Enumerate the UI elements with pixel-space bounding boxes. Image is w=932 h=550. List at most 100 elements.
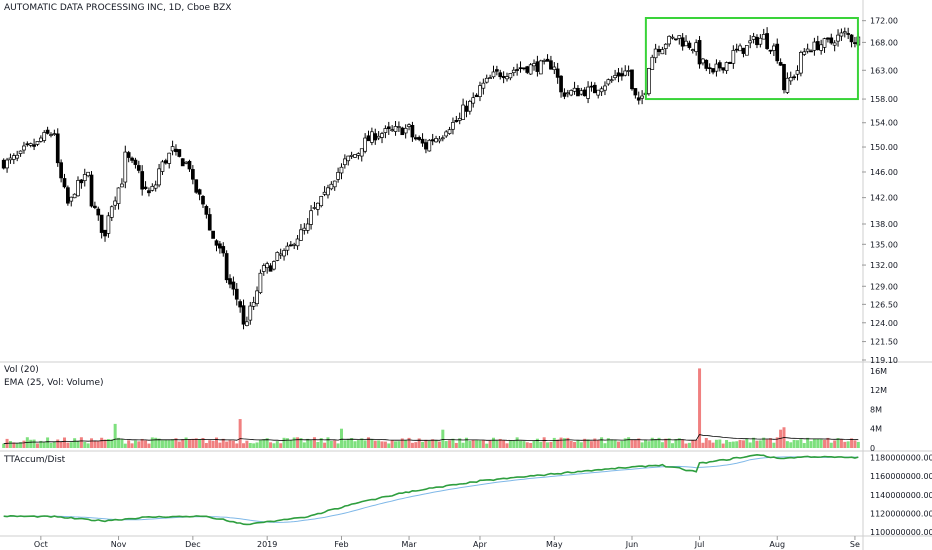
- volume-bar: [454, 442, 458, 448]
- volume-bar: [576, 440, 580, 448]
- volume-bar: [853, 440, 857, 448]
- candle-body: [59, 162, 63, 179]
- candle-body: [738, 45, 742, 52]
- volume-bar: [424, 439, 428, 448]
- volume-bar: [235, 443, 239, 448]
- candle-body: [8, 157, 13, 161]
- volume-bar: [812, 438, 816, 448]
- volume-bar: [515, 437, 519, 448]
- volume-bar: [262, 439, 266, 448]
- candle-body: [721, 67, 726, 71]
- volume-bar: [356, 440, 360, 448]
- price-tick-label: 168.00: [870, 38, 898, 47]
- candle-body: [761, 34, 766, 40]
- volume-bar: [421, 441, 425, 448]
- candle-body: [633, 88, 638, 96]
- volume-bar: [56, 439, 60, 448]
- volume-tick-label: 4M: [870, 425, 882, 434]
- candle-body: [734, 48, 739, 51]
- volume-bar: [542, 437, 546, 448]
- candle-body: [505, 76, 509, 80]
- candle-body: [555, 68, 560, 78]
- candle-body: [278, 253, 283, 256]
- volume-bar: [522, 441, 526, 448]
- volume-bar: [275, 441, 279, 448]
- volume-bar: [745, 438, 749, 448]
- volume-bar: [46, 437, 50, 448]
- candle-body: [305, 223, 310, 231]
- volume-bar: [147, 443, 151, 448]
- volume-bar: [640, 442, 644, 448]
- volume-bar: [160, 440, 164, 448]
- accum-pane-title: TTAccum/Dist: [4, 455, 66, 465]
- volume-bar: [242, 443, 246, 448]
- volume-bar: [299, 438, 303, 448]
- candle-body: [231, 281, 236, 290]
- volume-bar: [826, 437, 830, 448]
- volume-bar: [167, 440, 171, 448]
- candle-body: [545, 58, 550, 62]
- candle-body: [326, 187, 330, 196]
- candle-body: [768, 49, 773, 52]
- volume-bar: [823, 439, 827, 448]
- candle-body: [282, 250, 286, 257]
- volume-bar: [144, 440, 148, 448]
- candle-body: [234, 288, 239, 300]
- candle-body: [805, 48, 810, 52]
- volume-bar: [512, 440, 516, 448]
- price-tick-label: 158.00: [870, 95, 898, 104]
- candle-body: [285, 245, 290, 251]
- candle-body: [211, 230, 215, 239]
- candle-body: [42, 132, 47, 141]
- volume-bar: [410, 442, 414, 448]
- candle-body: [528, 64, 533, 75]
- candle-body: [248, 305, 253, 321]
- candle-body: [815, 41, 820, 50]
- candle-body: [32, 144, 36, 147]
- candle-body: [383, 128, 388, 133]
- volume-bar: [681, 439, 685, 448]
- volume-bar: [22, 440, 26, 448]
- candle-body: [11, 155, 16, 160]
- volume-bar: [566, 437, 570, 448]
- volume-bar: [69, 442, 73, 448]
- candle-body: [812, 41, 817, 51]
- volume-bar: [765, 439, 769, 448]
- volume-bar: [83, 441, 87, 448]
- candle-body: [72, 193, 77, 199]
- volume-bar: [414, 442, 418, 448]
- candle-body: [319, 196, 324, 207]
- volume-bar: [620, 440, 624, 448]
- candle-body: [701, 58, 705, 64]
- volume-bar: [73, 438, 77, 448]
- candle-body: [488, 77, 492, 79]
- volume-bar: [502, 440, 506, 448]
- volume-bar: [19, 442, 23, 448]
- volume-bar: [194, 438, 198, 448]
- candle-body: [221, 246, 226, 254]
- volume-bar: [333, 440, 337, 448]
- volume-tick-label: 16M: [870, 367, 887, 376]
- volume-bar: [586, 439, 590, 448]
- volume-bar: [718, 439, 722, 448]
- candle-body: [650, 56, 655, 70]
- volume-bar: [292, 437, 296, 448]
- candle-body: [400, 127, 405, 136]
- candle-body: [826, 37, 830, 40]
- volume-bar: [397, 441, 401, 448]
- volume-bar: [498, 438, 502, 448]
- volume-bar: [600, 437, 604, 448]
- time-tick-label: Apr: [473, 540, 488, 549]
- volume-bar: [589, 441, 593, 448]
- candle-body: [478, 85, 482, 97]
- volume-bar: [66, 442, 70, 448]
- price-tick-label: 129.00: [870, 282, 898, 291]
- volume-bar: [323, 442, 327, 448]
- volume-bar: [211, 440, 215, 448]
- candle-body: [241, 305, 246, 325]
- candle-body: [45, 129, 50, 134]
- candle-body: [832, 42, 837, 46]
- volume-bar: [130, 443, 134, 448]
- price-tick-label: 154.00: [870, 119, 898, 128]
- candle-body: [542, 60, 547, 62]
